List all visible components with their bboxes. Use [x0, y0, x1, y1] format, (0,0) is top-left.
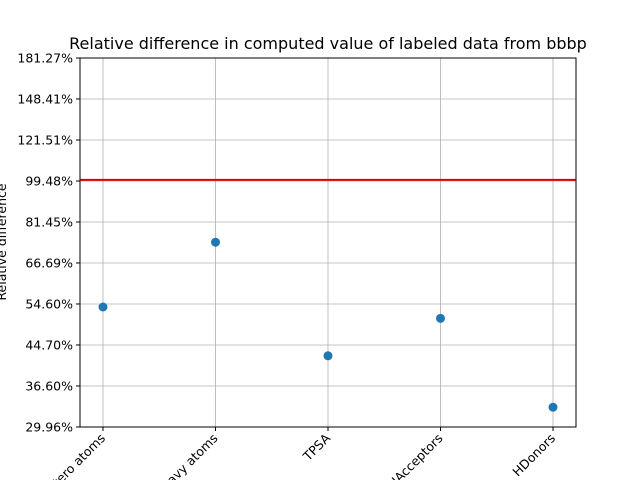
chart-title: Relative difference in computed value of… [69, 34, 587, 53]
x-axis-ticks: Hetero atoms Heavy atoms TPSA HAcceptors HDo… [37, 427, 558, 480]
x-tick-label: HAcceptors [385, 431, 446, 480]
data-point [548, 402, 558, 412]
y-axis-label: Relative difference [0, 183, 9, 300]
y-tick-label: 29.96% [25, 420, 73, 435]
y-axis-ticks: 29.96% 36.60% 44.70% 54.60% 66.69% 81.45% 99.4… [17, 51, 80, 435]
y-tick-label: 36.60% [25, 378, 73, 393]
data-point [211, 237, 220, 247]
x-tick-label: HDonors [509, 431, 558, 480]
x-tick-label: Heavy atoms [152, 431, 221, 480]
y-tick-label: 81.45% [25, 214, 73, 229]
data-point [323, 351, 333, 361]
y-tick-label: 66.69% [25, 255, 73, 270]
y-tick-label: 99.48% [25, 173, 73, 188]
x-tick-label: TPSA [299, 430, 333, 464]
data-points [98, 237, 558, 412]
data-point [436, 313, 445, 323]
data-point [98, 302, 108, 312]
y-tick-label: 181.27% [17, 51, 73, 66]
y-tick-label: 121.51% [17, 132, 73, 147]
y-tick-label: 44.70% [25, 337, 73, 352]
y-tick-label: 148.41% [17, 91, 73, 106]
y-tick-label: 54.60% [25, 296, 73, 311]
x-tick-label: Hetero atoms [37, 431, 108, 480]
plot-frame [79, 57, 577, 428]
grid-lines [80, 57, 576, 428]
